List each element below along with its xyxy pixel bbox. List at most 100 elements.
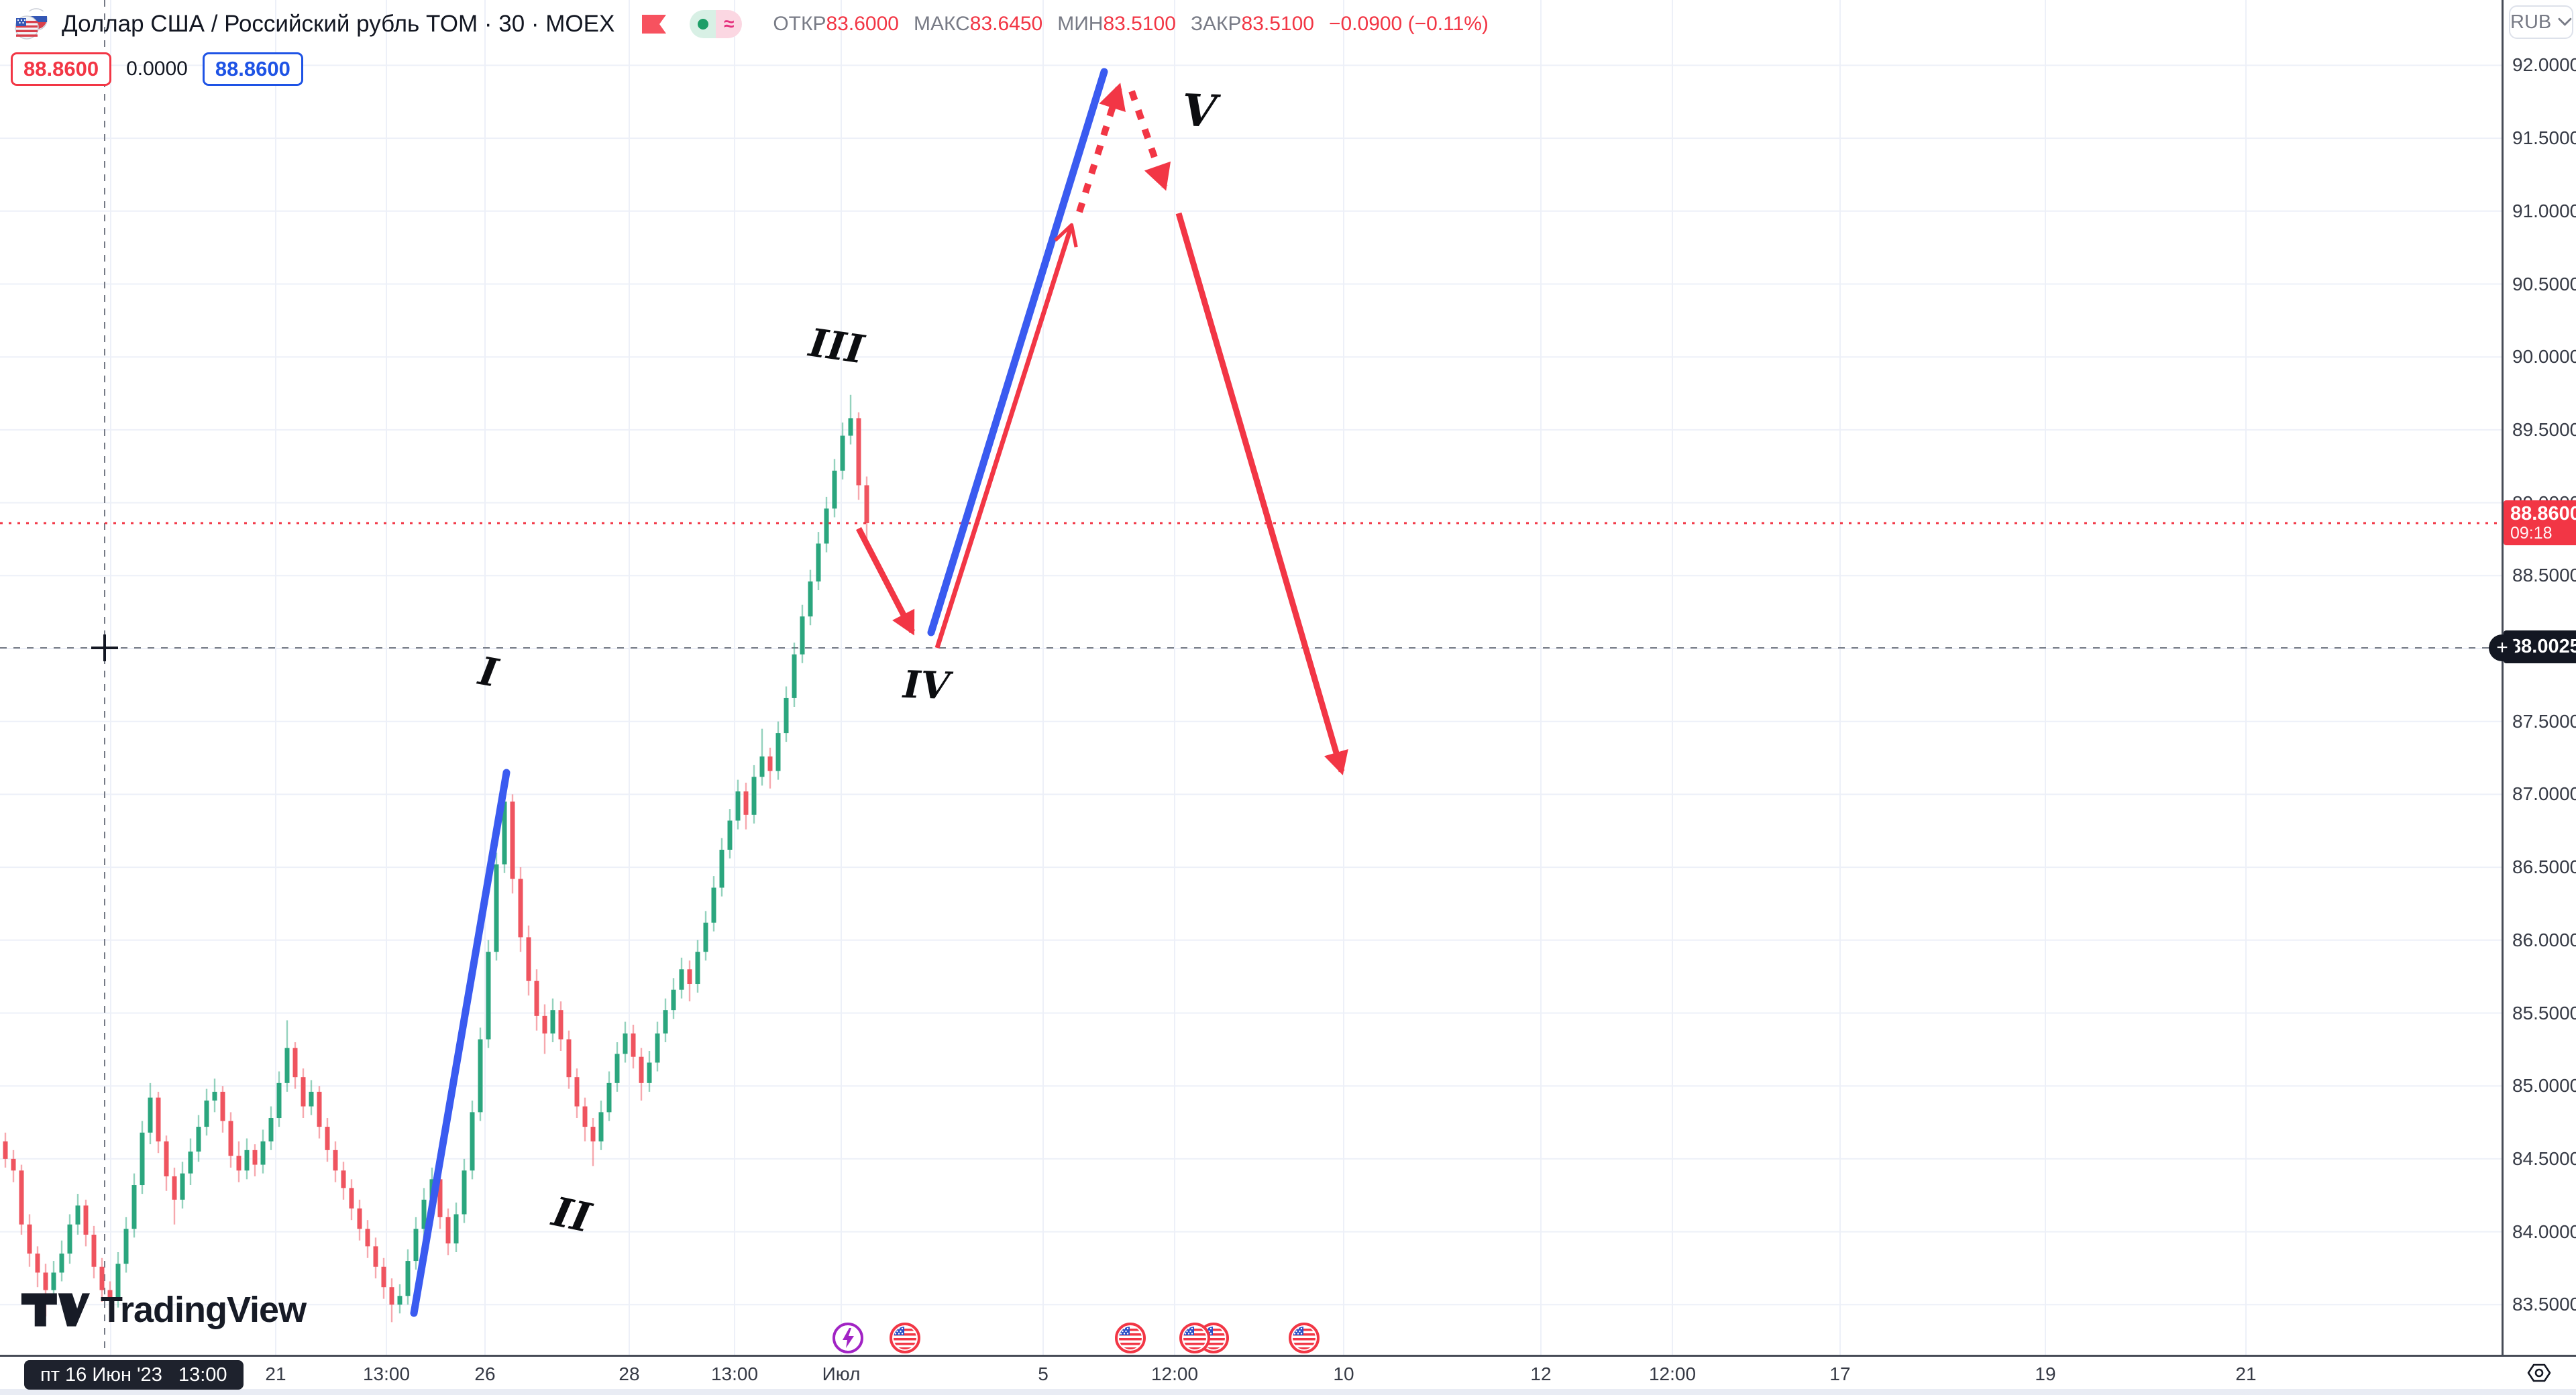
- candle: [188, 1152, 193, 1174]
- chart-legend: Доллар США / Российский рубль TOM · 30 ·…: [11, 7, 1489, 86]
- time-axis-label: Июл: [822, 1363, 861, 1384]
- candle: [711, 887, 716, 923]
- trendline[interactable]: [927, 68, 1108, 636]
- tradingview-logo[interactable]: TradingView: [20, 1289, 307, 1331]
- time-axis[interactable]: пт 16 Июн '23 13:00 21 13:00 26 28 13:00 Июл 5…: [0, 1355, 2576, 1390]
- candle: [341, 1170, 346, 1188]
- candle: [695, 952, 700, 985]
- candle: [83, 1205, 89, 1235]
- candle: [550, 1010, 555, 1034]
- arrow-annotation[interactable]: [1175, 212, 1348, 775]
- symbol-pair-icon: [15, 8, 48, 40]
- chevron-down-icon: [2558, 17, 2572, 26]
- economic-event-us-flag-icon[interactable]: [1287, 1321, 1321, 1355]
- arrow-annotation[interactable]: [1128, 90, 1171, 191]
- economic-event-lightning-icon[interactable]: [831, 1321, 865, 1355]
- candle: [623, 1033, 628, 1054]
- arrow-annotation[interactable]: [856, 526, 915, 636]
- candle: [647, 1062, 652, 1083]
- price-axis-label: 85.5000: [2512, 1002, 2576, 1023]
- currency-selector-button[interactable]: RUB: [2509, 5, 2573, 39]
- bar-countdown: 09:18: [2510, 524, 2553, 543]
- candle: [252, 1150, 258, 1165]
- wave-label-I[interactable]: I: [474, 648, 502, 696]
- candle: [631, 1033, 636, 1057]
- chart-plot-area[interactable]: I II III IV V: [0, 0, 2502, 1355]
- candle: [824, 508, 829, 544]
- candle: [131, 1185, 137, 1229]
- candle: [558, 1010, 564, 1040]
- candle: [800, 616, 805, 655]
- arrow-annotation[interactable]: [934, 223, 1078, 649]
- bid-price-button[interactable]: 88.8600: [11, 52, 112, 86]
- candle: [59, 1253, 64, 1273]
- delayed-data-icon: ≈: [716, 10, 743, 38]
- candle: [99, 1266, 105, 1290]
- price-axis-label: 91.0000: [2512, 200, 2576, 221]
- candle: [51, 1272, 56, 1290]
- add-alert-plus-button[interactable]: +: [2489, 634, 2516, 661]
- candle: [784, 698, 789, 734]
- symbol-title[interactable]: Доллар США / Российский рубль TOM · 30 ·…: [62, 11, 615, 37]
- candle: [333, 1150, 338, 1171]
- candle: [655, 1033, 660, 1063]
- candle: [526, 937, 531, 981]
- flag-icon[interactable]: [641, 14, 667, 34]
- economic-event-us-flag-icon[interactable]: [1178, 1321, 1212, 1355]
- price-axis[interactable]: RUB 83.5000 84.0000 84.5000 85.0000 85.5000 8…: [2489, 0, 2576, 1355]
- candle: [228, 1121, 233, 1156]
- time-axis-label: 28: [619, 1363, 640, 1384]
- spread-value: 0.0000: [126, 58, 188, 80]
- candle: [494, 864, 499, 952]
- candle: [27, 1224, 32, 1254]
- candle: [180, 1173, 185, 1200]
- candle: [727, 820, 733, 850]
- candle: [808, 581, 813, 617]
- wave-label-IV[interactable]: IV: [901, 663, 954, 709]
- candle: [413, 1229, 419, 1262]
- grid-lines: [0, 0, 2502, 1355]
- candle: [349, 1188, 354, 1209]
- crosshair-time-badge: пт 16 Июн '23 13:00: [24, 1360, 244, 1390]
- axis-corner[interactable]: [2502, 1357, 2576, 1389]
- candle: [832, 470, 837, 509]
- market-open-dot-icon: [690, 10, 716, 38]
- time-axis-label: 12: [1530, 1363, 1552, 1384]
- candle: [751, 777, 757, 815]
- candle: [67, 1224, 72, 1254]
- eye-icon[interactable]: [2524, 1361, 2555, 1385]
- ask-price-button[interactable]: 88.8600: [202, 52, 303, 86]
- price-axis-label: 87.5000: [2512, 710, 2576, 732]
- candle: [276, 1082, 282, 1119]
- wave-label-V[interactable]: V: [1181, 84, 1222, 137]
- arrow-annotation[interactable]: [1076, 82, 1126, 213]
- candle: [421, 1199, 427, 1229]
- crosshair-price-badge: 88.0025: [2504, 630, 2576, 663]
- candle: [445, 1217, 451, 1243]
- wave-label-III[interactable]: III: [805, 319, 868, 372]
- market-status-pill[interactable]: ≈: [690, 10, 743, 38]
- candle: [260, 1141, 266, 1165]
- time-axis-label: 19: [2035, 1363, 2056, 1384]
- economic-event-us-flag-icon[interactable]: [888, 1321, 922, 1355]
- candle: [75, 1205, 80, 1225]
- time-axis-label: 13:00: [362, 1363, 411, 1384]
- change-readout: −0.0900 (−0.11%): [1328, 13, 1489, 35]
- price-axis-label: 84.0000: [2512, 1221, 2576, 1242]
- candle: [389, 1287, 394, 1305]
- last-price-badge: 88.8600 09:18: [2504, 500, 2576, 546]
- candle: [19, 1170, 24, 1225]
- economic-event-us-flag-icon[interactable]: [1114, 1321, 1147, 1355]
- candle: [43, 1272, 48, 1290]
- wave-label-II[interactable]: II: [547, 1188, 596, 1243]
- price-axis-label: 86.0000: [2512, 929, 2576, 950]
- candle: [220, 1091, 225, 1121]
- candle: [172, 1176, 177, 1200]
- candle: [671, 989, 676, 1011]
- candle: [478, 1039, 483, 1113]
- candle: [566, 1039, 572, 1078]
- candle: [325, 1127, 330, 1150]
- trendline[interactable]: [410, 769, 511, 1317]
